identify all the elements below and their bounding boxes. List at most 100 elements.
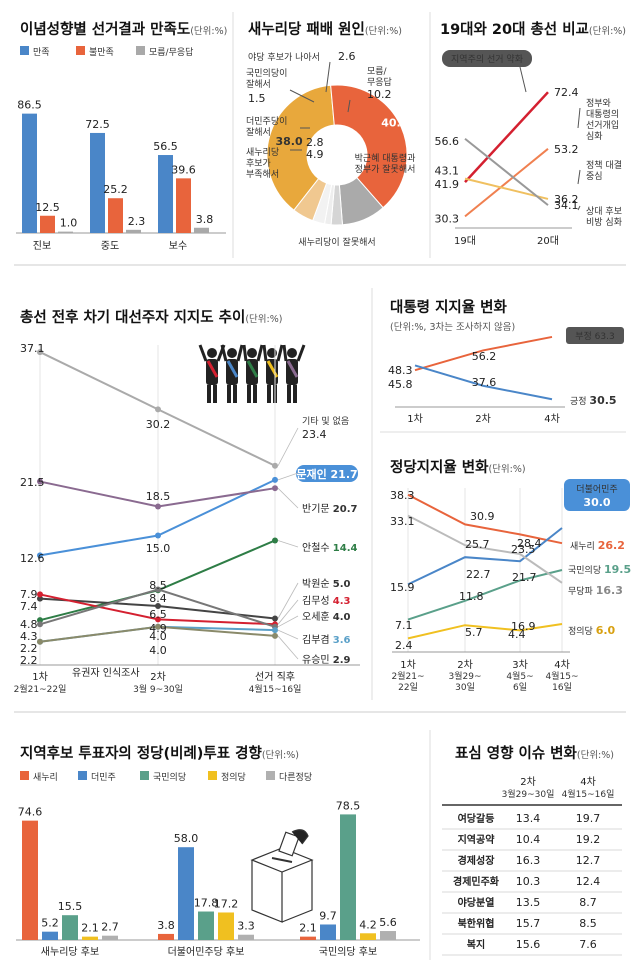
point-value: 33.1 (390, 515, 415, 528)
bar-value: 3.8 (157, 919, 175, 932)
bar (360, 933, 376, 940)
ballot-box-illustration (250, 829, 314, 923)
point-value: 2.2 (20, 642, 38, 655)
leader-line (577, 107, 581, 129)
series-name: 부정 63.3 (575, 331, 614, 342)
party-title: 정당지지율 변화(단위:%) (390, 458, 526, 476)
point-value: 8.4 (149, 592, 167, 605)
x-label: 4월5~ (506, 670, 533, 682)
section-dividers (14, 12, 626, 960)
bar-value: 4.2 (359, 918, 377, 931)
point-value: 4.4 (508, 628, 526, 641)
point-value: 4.9 (149, 622, 167, 635)
category-label: 보수 (169, 240, 187, 252)
approval-trend-chart: 48.345.8 56.2 37.6 부정 63.3 긍정 30.5 1차 2차 4차 (388, 327, 624, 425)
bar-value: 78.5 (336, 799, 361, 812)
series-line (414, 335, 553, 372)
callout-box (442, 50, 532, 67)
pie-slice (293, 177, 328, 222)
point-value: 53.2 (554, 143, 579, 156)
row-label: 북한위협 (458, 917, 495, 930)
cell-value: 13.5 (516, 896, 541, 909)
legend-swatch (140, 771, 149, 780)
leader-line (277, 629, 299, 640)
bar (58, 231, 73, 233)
bar-value: 17.2 (214, 897, 239, 910)
series-line (464, 177, 549, 200)
point-value: 48.3 (388, 364, 413, 377)
point-value: 4.0 (149, 644, 167, 657)
cell-value: 7.6 (579, 938, 597, 951)
point-value: 41.9 (435, 178, 460, 191)
x-label: 30일 (455, 682, 475, 693)
presidential-trend-chart: 37.112.621.54.87.47.94.32.22.230.215.018… (14, 342, 360, 695)
series-name: 긍정 30.5 (570, 394, 617, 407)
legend-swatch (208, 771, 217, 780)
bar (22, 113, 37, 233)
slice-label: 모름/무응답 (367, 66, 392, 88)
bar (108, 198, 123, 233)
series-line (414, 364, 553, 401)
point-value: 30.9 (470, 510, 495, 523)
series-point (155, 532, 161, 539)
slice-value: 40.0 (381, 117, 408, 130)
cell-value: 8.7 (579, 896, 597, 909)
row-label: 여당갈등 (458, 812, 495, 825)
leader-line (277, 615, 299, 628)
satisfaction-chart: 만족 불만족 모름/무응답 86.5 12.51.0 진보 72.5 25.2 2.3 중도 56.… (16, 46, 226, 252)
series-name: 문재인 21.7 (296, 467, 357, 481)
series-line (407, 623, 563, 640)
point-value: 6.5 (149, 608, 167, 621)
pie-slice (266, 84, 335, 211)
series-value: 30.0 (583, 496, 610, 509)
bar-value: 15.5 (58, 900, 83, 913)
series-name: 박원순 5.0 (302, 578, 351, 590)
row-label: 야당분열 (458, 896, 495, 909)
slice-value: 2.6 (338, 50, 356, 63)
column-header: 2차 (520, 776, 536, 788)
series-point (37, 591, 43, 598)
legend-swatch (76, 46, 85, 55)
point-value: 4.0 (149, 630, 167, 643)
leader-line (277, 599, 299, 625)
point-value: 34.1 (554, 199, 579, 212)
series-line (464, 91, 549, 183)
legend-label: 다른정당 (279, 772, 312, 783)
point-value: 38.3 (390, 489, 415, 502)
highlight-badge (296, 465, 358, 482)
x-label: 16일 (552, 682, 572, 693)
bar-value: 58.0 (174, 832, 199, 845)
cell-value: 12.7 (576, 854, 601, 867)
highlight-badge (564, 479, 630, 511)
point-value: 22.7 (466, 568, 491, 581)
election-title: 19대와 20대 총선 비교(단위:%) (440, 20, 626, 38)
bar (102, 935, 118, 940)
legend-swatch (136, 46, 145, 55)
bar (90, 132, 105, 233)
bar-value: 56.5 (153, 140, 178, 153)
bar (238, 934, 254, 940)
point-value: 21.5 (20, 476, 45, 489)
column-header: 4차 (580, 776, 596, 788)
legend-swatch (20, 46, 29, 55)
point-value: 30.3 (435, 212, 460, 225)
bar (218, 912, 234, 940)
slice-value: 38.0 (275, 135, 302, 148)
slice-value: 1.5 (248, 92, 266, 105)
x-label: 20대 (537, 235, 559, 247)
series-point (37, 621, 43, 628)
bar-value: 9.7 (319, 909, 337, 922)
slice-value: 4.9 (306, 148, 324, 161)
point-value: 43.1 (435, 165, 460, 178)
bar (42, 931, 58, 940)
point-value: 8.5 (149, 579, 167, 592)
legend-label: 불만족 (89, 47, 114, 58)
bar-value: 72.5 (85, 118, 110, 131)
category-label: 진보 (33, 240, 51, 252)
leader-line (277, 582, 299, 619)
leader-line (277, 487, 299, 509)
series-point (272, 627, 278, 634)
point-value: 18.5 (146, 490, 171, 503)
x-sublabel: 2월21~22일 (14, 683, 67, 695)
slice-value: 2.8 (306, 136, 324, 149)
